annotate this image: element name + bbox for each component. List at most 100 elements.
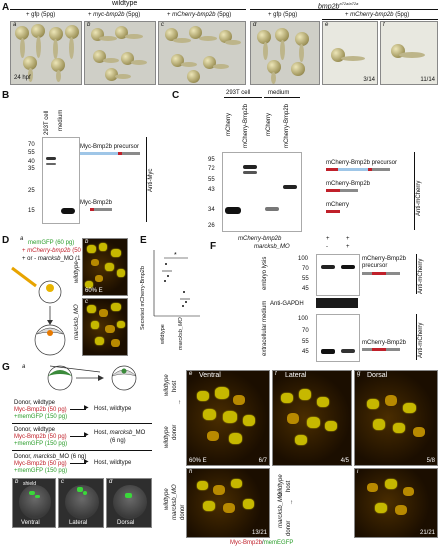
f-r2-v2: + (346, 244, 350, 250)
photo-g-i: i 21/21 (354, 468, 438, 538)
photo-f: f 11/14 (380, 21, 438, 85)
marker-b-55: 55 (28, 150, 35, 156)
scatter-e: * (153, 250, 200, 317)
g-arrow2 (70, 436, 86, 437)
bar-b1-tag (118, 152, 122, 155)
lane-c2: mCherry-Bmp2b (243, 103, 249, 148)
marker-b-70: 70 (28, 142, 35, 148)
photo-g-g: g Dorsal 5/8 (354, 370, 438, 466)
g-arrow1 (70, 409, 86, 410)
bar-c1-mcherry (326, 168, 338, 171)
cond-ef-line (322, 19, 438, 20)
g-side-i-a: marcksb_MO (278, 492, 284, 528)
inj3-gene: marcksb (37, 256, 61, 262)
inj2: + mCherry-bmp2b (50 pg) (22, 248, 91, 255)
photo-d-b: b 60% E (82, 238, 128, 296)
bar-c1-tag (368, 168, 372, 171)
g-side-h-a: wildtype (164, 488, 170, 510)
sub-g-c: c (61, 479, 64, 485)
group-mutant-line (250, 9, 438, 10)
bar-f1-a (362, 272, 372, 275)
transplant-schematic (47, 365, 137, 391)
host2-l2: (6 ng) (110, 438, 126, 444)
host2: Host, marcksb_MO (94, 430, 145, 437)
f-ab-line1 (416, 254, 417, 294)
photo-c: c (158, 21, 246, 85)
f-antibody-bottom: Anti-mCherry (418, 322, 424, 358)
ratio-g-e: 6/7 (258, 458, 267, 464)
bar-c1-mature (372, 168, 390, 171)
bar-b1-mature (122, 152, 140, 155)
cond-b-gene: myc-bmp2b (93, 12, 125, 18)
antibody-b-line (146, 137, 147, 222)
donor2-l2: Myc-Bmp2b (50 pg) (14, 434, 67, 440)
panel-c-label: C (172, 90, 180, 101)
antibody-b: Anti-Myc (148, 168, 154, 192)
cond-c-label: + mCherry-bmp2b (5pg) (167, 12, 231, 19)
f-r1-v1: + (326, 236, 330, 242)
cond-ef-gene: mCherry-bmp2b (350, 12, 394, 18)
bar-f2-c (386, 348, 400, 351)
lane-c3: mCherry (266, 112, 272, 136)
g-view-f: Lateral (285, 372, 307, 379)
sub-d-c: c (85, 299, 88, 305)
group-293t-line (224, 97, 262, 98)
donor2-l3: +memGFP (150 pg) (14, 441, 68, 447)
sub-b: b (87, 22, 91, 28)
g-sep2 (12, 450, 152, 451)
marker-c-55: 55 (208, 177, 215, 183)
cond-c-post: (5pg) (215, 12, 232, 18)
band-b-mature: Myc-Bmp2b (80, 200, 113, 206)
sub-g-b: b (15, 479, 19, 485)
band-c-precursor: mCherry-Bmp2b precursor (326, 160, 398, 166)
donor3-pre: Donor, (14, 454, 34, 460)
f-ab-line2 (416, 314, 417, 360)
antibody-c-line (414, 152, 415, 230)
f-mk-top-55: 55 (302, 276, 309, 282)
g-caption: Myc-Bmp2b/memEGFP (230, 540, 293, 547)
donor3-l3: +memGFP (150 pg) (14, 468, 68, 474)
g-side-i-d: donor (286, 520, 292, 536)
g-side1-a: wildtype (164, 374, 170, 396)
cond-b-post: (5pg) (124, 12, 141, 18)
blot-f-bottom (316, 314, 360, 362)
sub-f: f (383, 22, 385, 28)
sub-d: d (253, 22, 257, 28)
f-mk-bot-55: 55 (302, 339, 309, 345)
cond-ef-pre: + (345, 12, 351, 18)
inj2-gene: mCherry-bmp2b (27, 248, 71, 254)
band-c-mcherry: mCherry (326, 202, 350, 208)
marker-c-95: 95 (208, 157, 215, 163)
sub-g-i: i (357, 469, 359, 475)
host2-gene: marcksb (109, 430, 133, 436)
photo-g-b: b shield Ventral (12, 478, 56, 528)
f-mk-bot-100: 100 (298, 316, 309, 322)
inj2-post: (50 pg) (70, 248, 92, 254)
band-b-precursor: Myc-Bmp2b precursor (80, 144, 140, 150)
g-view-g: Dorsal (367, 372, 388, 379)
photo-g-c: c Lateral (58, 478, 104, 528)
panel-g-label: G (2, 362, 10, 373)
ratio-f: 11/14 (420, 77, 435, 83)
sub-g-d: d (109, 479, 113, 485)
donor1-l1: Donor, wildtype (14, 400, 56, 406)
f-mk-bot-45: 45 (302, 349, 309, 355)
antibody-c: Anti-mCherry (416, 180, 422, 216)
inj3-post: _MO (1 ng) (60, 256, 91, 262)
bar-f1-b (372, 272, 386, 275)
g-side1-arrow: ↑ (178, 400, 181, 406)
ratio-g-h: 13/21 (251, 530, 267, 536)
g-shield: shield (23, 481, 37, 487)
group-medium: medium (268, 90, 290, 96)
cond-ef-post: (5pg) (393, 12, 410, 18)
donor1-l2: Myc-Bmp2b (50 pg) (14, 407, 67, 413)
g-caption-red: Myc-Bmp2b (230, 540, 263, 546)
cond-d-label: + gfp (5pg) (268, 12, 298, 18)
host2-pre: Host, (94, 430, 110, 436)
e-x1: wildtype (160, 324, 166, 344)
panel-d-label: D (2, 235, 10, 246)
photo-e: e 3/14 (322, 21, 378, 85)
marker-c-26: 26 (208, 223, 215, 229)
photo-g-f: f Lateral 4/5 (272, 370, 352, 466)
group-wildtype-label: wildtype (112, 0, 138, 7)
